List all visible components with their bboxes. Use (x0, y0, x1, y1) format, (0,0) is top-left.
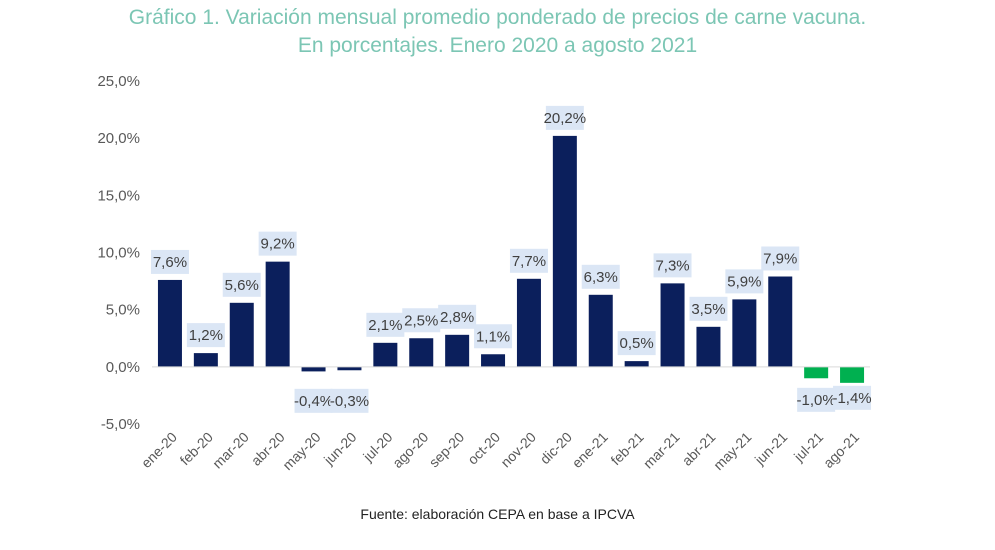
data-label: 5,9% (727, 273, 761, 290)
x-tick-label: mar-20 (209, 429, 252, 472)
bar (301, 366, 326, 372)
data-label: -0,3% (330, 393, 369, 410)
data-label-box (366, 312, 405, 337)
bar (840, 366, 865, 383)
x-tick-label: may-20 (279, 429, 323, 473)
bar (193, 353, 218, 367)
data-label-box (617, 331, 656, 356)
data-label: 2,1% (368, 317, 402, 334)
data-label-box (474, 324, 513, 349)
y-tick-label: -5,0% (101, 416, 140, 433)
bar (768, 276, 793, 367)
x-tick-label: ene-21 (569, 429, 611, 471)
data-label: 3,5% (691, 301, 725, 318)
data-label: 20,2% (544, 110, 587, 127)
data-label-box (581, 264, 620, 289)
x-tick-label: nov-20 (497, 429, 539, 471)
bar (552, 135, 577, 367)
data-label: 1,1% (476, 328, 510, 345)
data-label: 0,5% (620, 335, 654, 352)
chart-title: Gráfico 1. Variación mensual promedio po… (128, 6, 867, 29)
bar (696, 326, 721, 367)
data-label-box (725, 269, 764, 294)
data-label-box (150, 249, 189, 274)
data-label: 1,2% (189, 327, 223, 344)
y-tick-label: 0,0% (106, 359, 140, 376)
bar (481, 354, 506, 367)
data-label: 7,6% (153, 254, 187, 271)
data-label-box (330, 388, 369, 413)
bar (373, 342, 398, 367)
data-label: 7,7% (512, 253, 546, 270)
data-label: 5,6% (225, 277, 259, 294)
data-label-box (509, 248, 548, 273)
chart-subtitle: En porcentajes. Enero 2020 a agosto 2021 (297, 34, 698, 57)
data-label-box (222, 272, 261, 297)
bar (445, 334, 470, 367)
x-tick-label: ago-21 (820, 429, 862, 471)
data-label-box (653, 253, 692, 278)
bar (516, 278, 541, 367)
data-label: 7,9% (763, 251, 797, 268)
y-tick-label: 25,0% (97, 73, 140, 90)
bar (732, 299, 757, 367)
data-label-box (689, 296, 728, 321)
data-label: 2,5% (404, 312, 438, 329)
data-label-box (186, 323, 225, 348)
bar (624, 361, 649, 367)
source-note: Fuente: elaboración CEPA en base a IPCVA (360, 506, 635, 522)
data-label-box (797, 387, 836, 412)
x-tick-label: jun-20 (320, 429, 360, 469)
data-label-box (438, 304, 477, 329)
x-tick-label: oct-20 (464, 429, 503, 468)
data-label: 6,3% (584, 269, 618, 286)
bar (409, 338, 434, 367)
data-label: -0,4% (294, 393, 333, 410)
data-label: 2,8% (440, 309, 474, 326)
bar (804, 366, 829, 379)
data-label-box (402, 308, 441, 333)
bar (337, 366, 362, 371)
y-tick-label: 5,0% (106, 302, 140, 319)
bar (265, 261, 290, 367)
bar (660, 283, 685, 367)
data-label-box (545, 105, 584, 130)
x-tick-label: sep-20 (426, 429, 468, 471)
data-label-box (761, 246, 800, 271)
bar (157, 279, 182, 367)
y-tick-label: 15,0% (97, 187, 140, 204)
bar (588, 294, 613, 367)
data-label-box (833, 385, 872, 410)
data-label: -1,4% (832, 390, 871, 407)
data-label: 7,3% (655, 257, 689, 274)
bar (229, 302, 254, 367)
y-tick-label: 20,0% (97, 130, 140, 147)
x-tick-label: ene-20 (138, 429, 180, 471)
data-label-box (258, 231, 297, 256)
x-tick-label: may-21 (710, 429, 754, 473)
x-tick-label: ago-20 (389, 429, 431, 471)
data-label-box (294, 388, 333, 413)
x-tick-label: mar-21 (640, 429, 683, 472)
x-tick-label: jun-21 (751, 429, 791, 469)
y-tick-label: 10,0% (97, 245, 140, 262)
data-label: 9,2% (261, 236, 295, 253)
data-label: -1,0% (797, 392, 836, 409)
